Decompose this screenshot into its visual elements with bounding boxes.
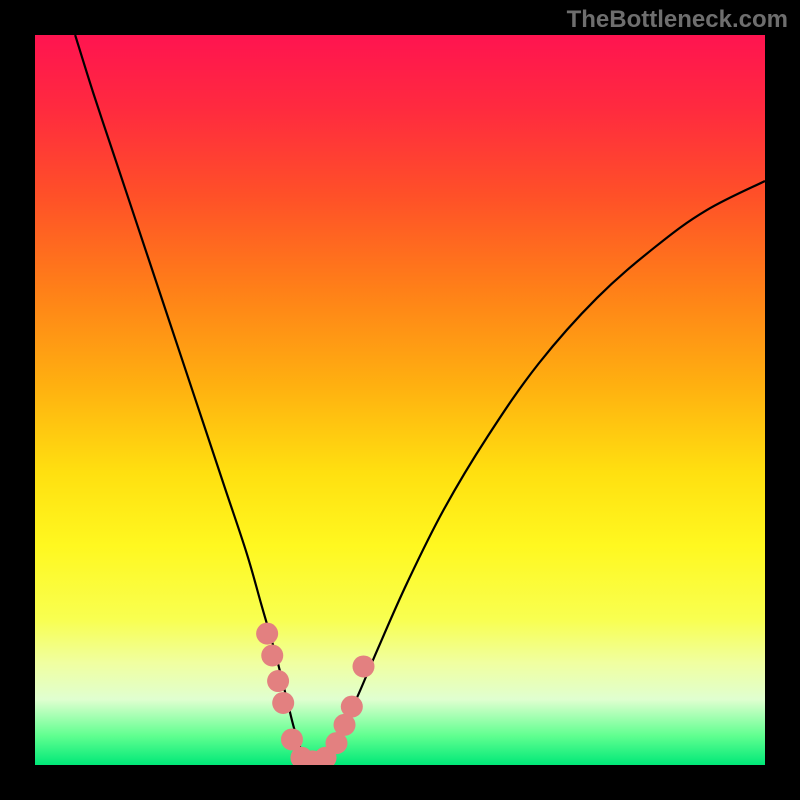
curve-marker: [341, 696, 363, 718]
watermark-text: TheBottleneck.com: [567, 6, 788, 34]
plot-area: [35, 35, 765, 765]
curve-marker: [353, 655, 375, 677]
curve-marker: [256, 623, 278, 645]
curve-marker: [261, 645, 283, 667]
bottleneck-chart-svg: [35, 35, 765, 765]
chart-container: TheBottleneck.com: [0, 0, 800, 800]
gradient-background: [35, 35, 765, 765]
curve-marker: [272, 692, 294, 714]
curve-marker: [267, 670, 289, 692]
